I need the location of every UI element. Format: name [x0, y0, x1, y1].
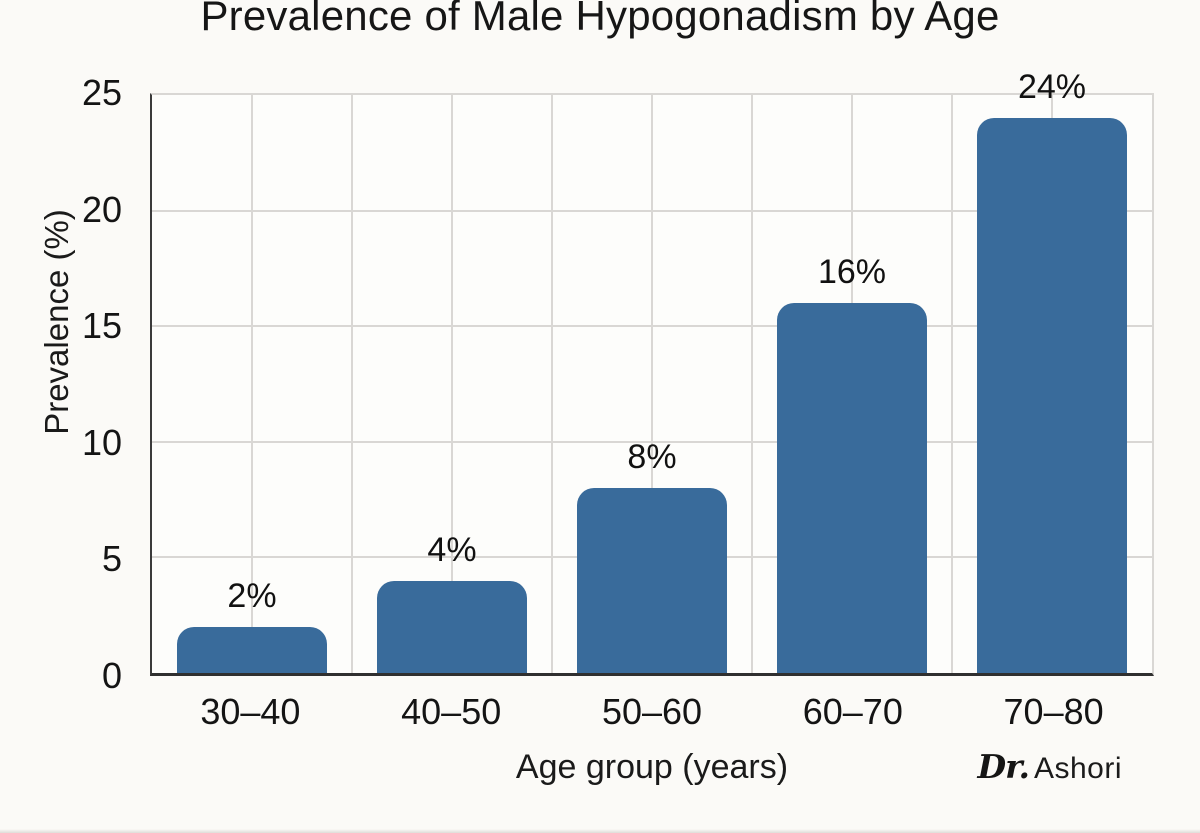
bar-value-label: 2%: [227, 576, 277, 615]
x-axis-ticks: 30–40 40–50 50–60 60–70 70–80: [150, 679, 1154, 732]
vertical-gridline: [451, 95, 453, 673]
horizontal-gridline: [152, 325, 1152, 328]
bar-value-label: 8%: [627, 438, 677, 477]
x-tick-label: 70–80: [1003, 691, 1104, 732]
bar-value-label: 24%: [1017, 68, 1087, 107]
vertical-gridline: [751, 95, 753, 673]
vertical-gridline: [551, 95, 553, 673]
bar: [577, 488, 727, 673]
horizontal-gridline: [152, 209, 1152, 212]
y-tick-label: 20: [81, 188, 122, 230]
bottom-edge-artifact: [0, 829, 1200, 833]
bar-value-label: 16%: [817, 253, 887, 292]
x-axis-label: Age group (years): [515, 748, 789, 786]
y-axis-ticks: 0 5 10 15 20 25: [0, 72, 138, 696]
bar: [977, 118, 1127, 673]
vertical-gridline: [251, 95, 253, 673]
plot-area: 2% 4% 8% 16% 24%: [150, 68, 1154, 676]
x-tick-label: 30–40: [200, 691, 301, 732]
x-tick-label: 50–60: [601, 691, 703, 732]
vertical-gridline: [351, 95, 353, 673]
signature: Dr. Ashori: [977, 747, 1122, 786]
x-tick-label: 60–70: [802, 691, 903, 732]
y-tick-label: 25: [81, 72, 122, 113]
bar-slot: 16%: [752, 95, 952, 673]
bar-value-label: 4%: [427, 530, 477, 569]
chart-title: Prevalence of Male Hypogonadism by Age: [200, 0, 1000, 39]
y-tick-label: 0: [101, 655, 122, 696]
x-tick-label: 40–50: [401, 691, 502, 732]
bar: [177, 626, 327, 673]
vertical-gridline: [951, 95, 953, 673]
bar-slot: 24%: [952, 68, 1152, 673]
y-tick-label: 10: [81, 421, 122, 463]
bar-slot: 8%: [552, 95, 752, 673]
bar-slot: 2%: [152, 95, 352, 673]
signature-dr: Dr.: [977, 747, 1029, 786]
y-tick-label: 5: [101, 538, 122, 580]
bar: [777, 303, 927, 673]
horizontal-gridline: [152, 440, 1152, 443]
bar-slot: 4%: [352, 95, 552, 673]
y-tick-label: 15: [81, 305, 122, 347]
bar: [377, 580, 527, 673]
signature-name: Ashori: [1033, 752, 1122, 785]
vertical-gridline: [651, 95, 653, 673]
